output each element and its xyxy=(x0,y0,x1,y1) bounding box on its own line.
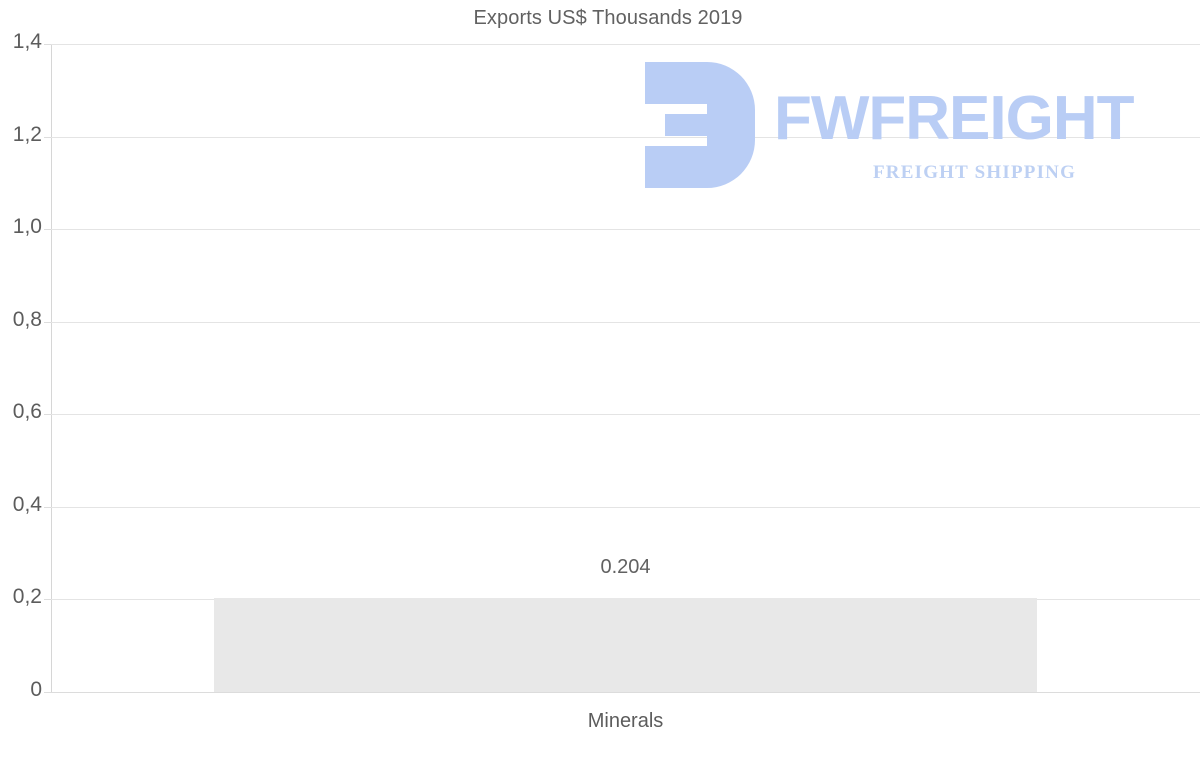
gridline xyxy=(51,137,1200,138)
gridline xyxy=(51,322,1200,323)
gridline xyxy=(51,44,1200,45)
y-axis-tick-label: 0,2 xyxy=(12,585,42,608)
gridline xyxy=(51,229,1200,230)
y-axis-tick-label: 0,8 xyxy=(12,308,42,331)
y-axis-tick xyxy=(44,507,51,508)
gridline xyxy=(51,507,1200,508)
plot-area xyxy=(44,44,1200,693)
y-axis-tick-label: 0,4 xyxy=(12,493,42,516)
x-axis-tick-label: Minerals xyxy=(587,710,664,732)
gridline xyxy=(51,414,1200,415)
y-axis-tick xyxy=(44,599,51,600)
bar-value-label: 0.204 xyxy=(600,556,651,578)
chart-title: Exports US$ Thousands 2019 xyxy=(473,7,743,29)
y-axis-line xyxy=(51,44,52,693)
y-axis-tick-label: 0,6 xyxy=(12,400,42,423)
y-axis-tick-label: 0 xyxy=(30,678,42,701)
bar-minerals[interactable] xyxy=(213,598,1038,692)
y-axis-tick xyxy=(44,692,51,693)
y-axis-tick xyxy=(44,137,51,138)
gridline xyxy=(51,692,1200,693)
y-axis-tick-label: 1,4 xyxy=(12,30,42,53)
y-axis-tick xyxy=(44,414,51,415)
y-axis-tick-label: 1,0 xyxy=(12,215,42,238)
y-axis-tick xyxy=(44,322,51,323)
y-axis-tick xyxy=(44,44,51,45)
y-axis-tick xyxy=(44,229,51,230)
y-axis-tick-label: 1,2 xyxy=(12,123,42,146)
